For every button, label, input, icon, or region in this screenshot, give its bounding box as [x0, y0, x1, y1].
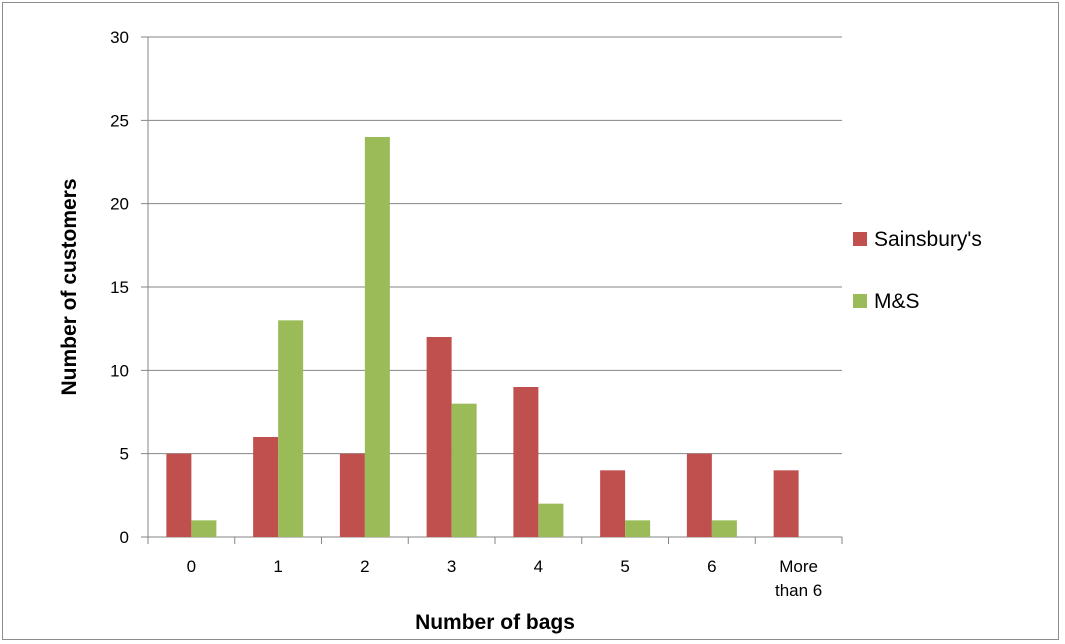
bar-ms-5 [625, 520, 651, 537]
bar-sainsburys-2 [339, 453, 365, 537]
bar-sainsburys-0 [166, 453, 192, 537]
y-tick-label: 30 [110, 28, 129, 47]
legend-swatch [853, 232, 867, 246]
bars [166, 137, 799, 537]
y-tick-label: 15 [110, 278, 129, 297]
x-tick-labels: 0 1 2 3 4 5 6 More than 6 [187, 557, 823, 600]
x-tick-label: than 6 [775, 581, 822, 600]
bar-sainsburys-7 [773, 470, 799, 537]
x-tick-label: 4 [534, 557, 543, 576]
gridlines [141, 36, 843, 544]
y-tick-label: 5 [120, 445, 129, 464]
x-tick-label: 3 [447, 557, 456, 576]
x-tick-label: More [779, 557, 818, 576]
x-tick-label: 0 [187, 557, 196, 576]
legend-label: Sainsbury's [874, 228, 982, 251]
bar-ms-4 [538, 503, 564, 537]
bar-sainsburys-1 [253, 437, 279, 537]
x-tick-label: 5 [620, 557, 629, 576]
y-tick-label: 10 [110, 361, 129, 380]
y-tick-labels: 0 5 10 15 20 25 30 [110, 28, 129, 547]
legend-label: M&S [874, 290, 920, 313]
y-tick-label: 20 [110, 195, 129, 214]
x-tick-label: 1 [273, 557, 282, 576]
x-tick-label: 6 [707, 557, 716, 576]
x-axis-title: Number of bags [415, 611, 575, 634]
bar-sainsburys-4 [513, 387, 539, 537]
legend-swatch [853, 294, 867, 308]
bar-ms-0 [191, 520, 217, 537]
bar-sainsburys-3 [426, 337, 452, 537]
bar-sainsburys-5 [600, 470, 626, 537]
bar-ms-1 [278, 320, 304, 537]
bar-ms-2 [364, 137, 390, 537]
y-tick-label: 0 [120, 528, 129, 547]
bar-ms-6 [711, 520, 737, 537]
y-axis-title: Number of customers [58, 178, 81, 395]
bar-ms-3 [451, 403, 477, 537]
y-tick-label: 25 [110, 111, 129, 130]
x-tick-label: 2 [360, 557, 369, 576]
legend: Sainsbury's M&S [853, 228, 982, 313]
bar-sainsburys-6 [686, 453, 712, 537]
